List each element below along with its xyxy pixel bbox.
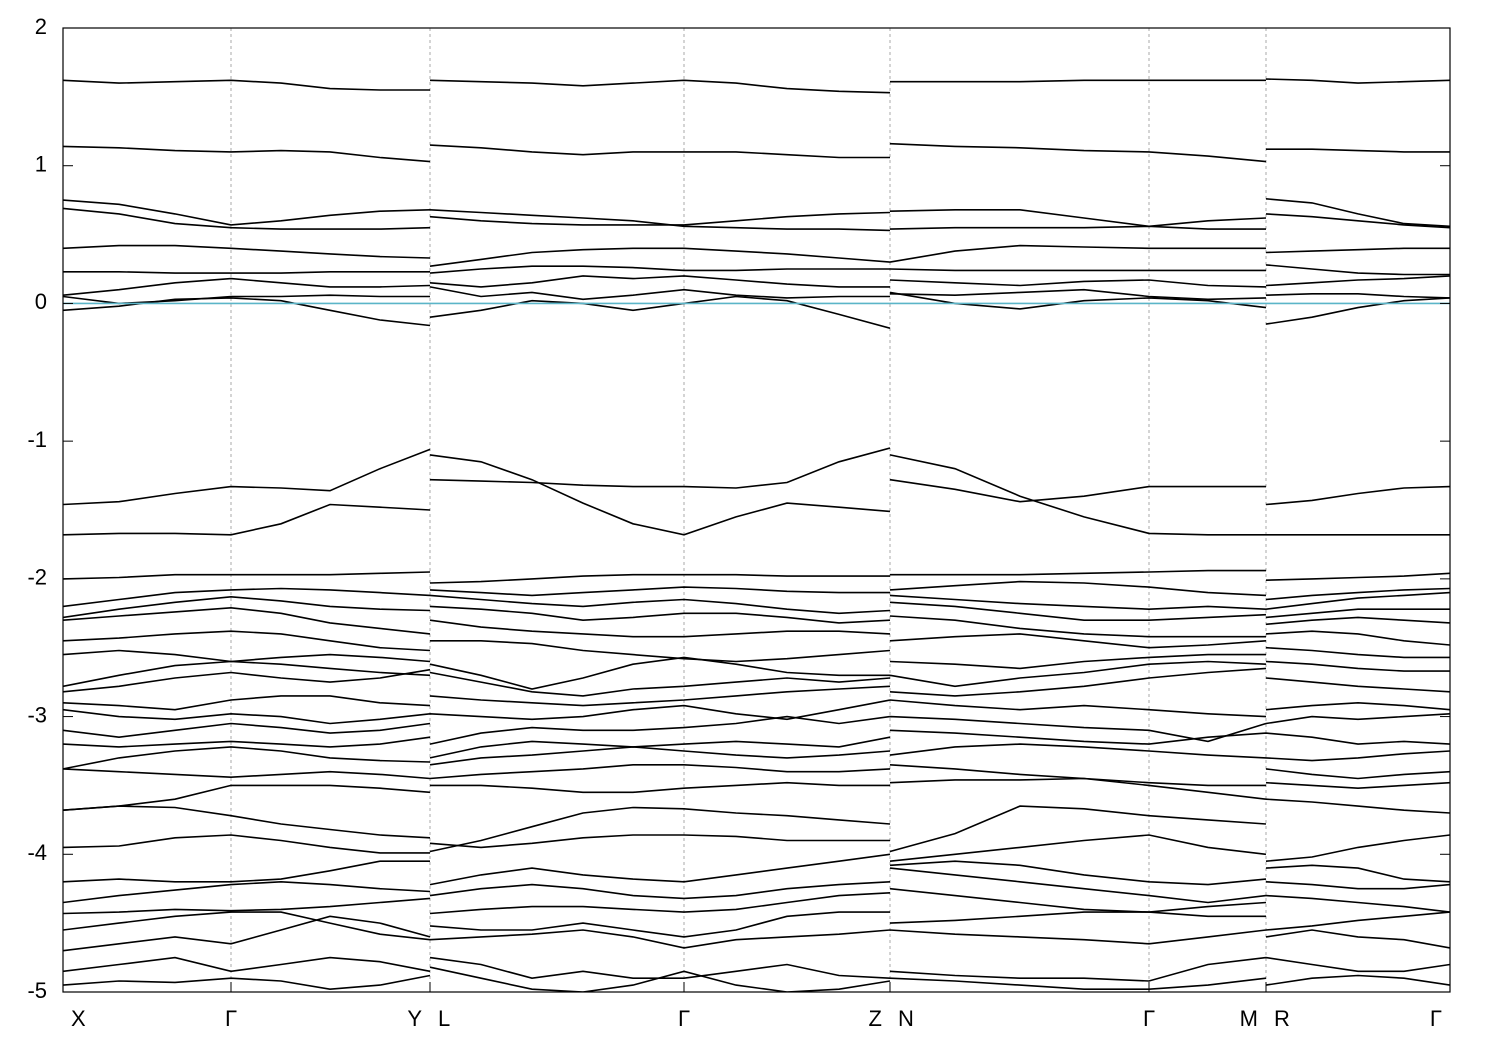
band-line (63, 777, 1450, 811)
band-line (63, 911, 1450, 941)
x-tick-label: L (438, 1006, 450, 1031)
band-line (63, 729, 1450, 759)
band-line (63, 699, 1450, 725)
band-line (63, 601, 1450, 635)
bands (63, 78, 1450, 992)
band-line (63, 853, 1450, 886)
x-tick-label: Γ (678, 1006, 690, 1031)
grid (230, 28, 1267, 992)
axes: -5 -4 -3 -2 -1 0 1 2 X Γ Y L Γ Z N Γ M R Γ (27, 14, 1451, 1031)
x-tick-label: X (71, 1006, 86, 1031)
band-line (63, 646, 1450, 690)
band-line (63, 798, 1450, 853)
band-line (63, 286, 1450, 305)
y-tick-label: 1 (35, 152, 47, 177)
x-tick-label: R (1274, 1006, 1290, 1031)
y-tick-label: -3 (27, 702, 47, 727)
band-line (63, 615, 1450, 652)
band-line (63, 454, 1450, 536)
band-line (63, 956, 1450, 982)
x-tick-label: M (1240, 1006, 1258, 1031)
band-line (63, 915, 1450, 952)
band-line (63, 291, 1450, 329)
x-tick-label: Γ (1430, 1006, 1442, 1031)
band-line (63, 743, 1450, 770)
x-tick-label: Z (869, 1006, 882, 1031)
y-tick-label: -4 (27, 840, 47, 865)
band-line (63, 834, 1450, 862)
band-line (63, 569, 1450, 584)
band-line (63, 142, 1450, 163)
band-line (63, 244, 1450, 267)
band-line (63, 275, 1450, 296)
y-tick-label: -2 (27, 565, 47, 590)
y-tick-label: 0 (35, 289, 47, 314)
band-line (63, 198, 1450, 228)
band-line (63, 667, 1450, 711)
x-tick-label: N (898, 1006, 914, 1031)
y-tick-label: -5 (27, 978, 47, 1003)
plot-frame (62, 27, 1451, 993)
band-line (63, 887, 1450, 915)
band-line (63, 713, 1450, 745)
x-tick-label: Γ (225, 1006, 237, 1031)
x-tick-label: Γ (1143, 1006, 1155, 1031)
band-line (63, 966, 1450, 992)
band-line (63, 78, 1450, 94)
band-line (63, 630, 1450, 663)
band-line (63, 764, 1450, 800)
band-line (63, 580, 1450, 608)
band-line (63, 207, 1450, 232)
band-line (63, 867, 1450, 904)
band-line (63, 591, 1450, 619)
y-tick-label: 2 (35, 14, 47, 39)
band-line (63, 264, 1450, 276)
band-line (63, 447, 1450, 506)
band-line (63, 660, 1450, 697)
x-tick-label: Y (407, 1006, 422, 1031)
y-tick-label: -1 (27, 427, 47, 452)
